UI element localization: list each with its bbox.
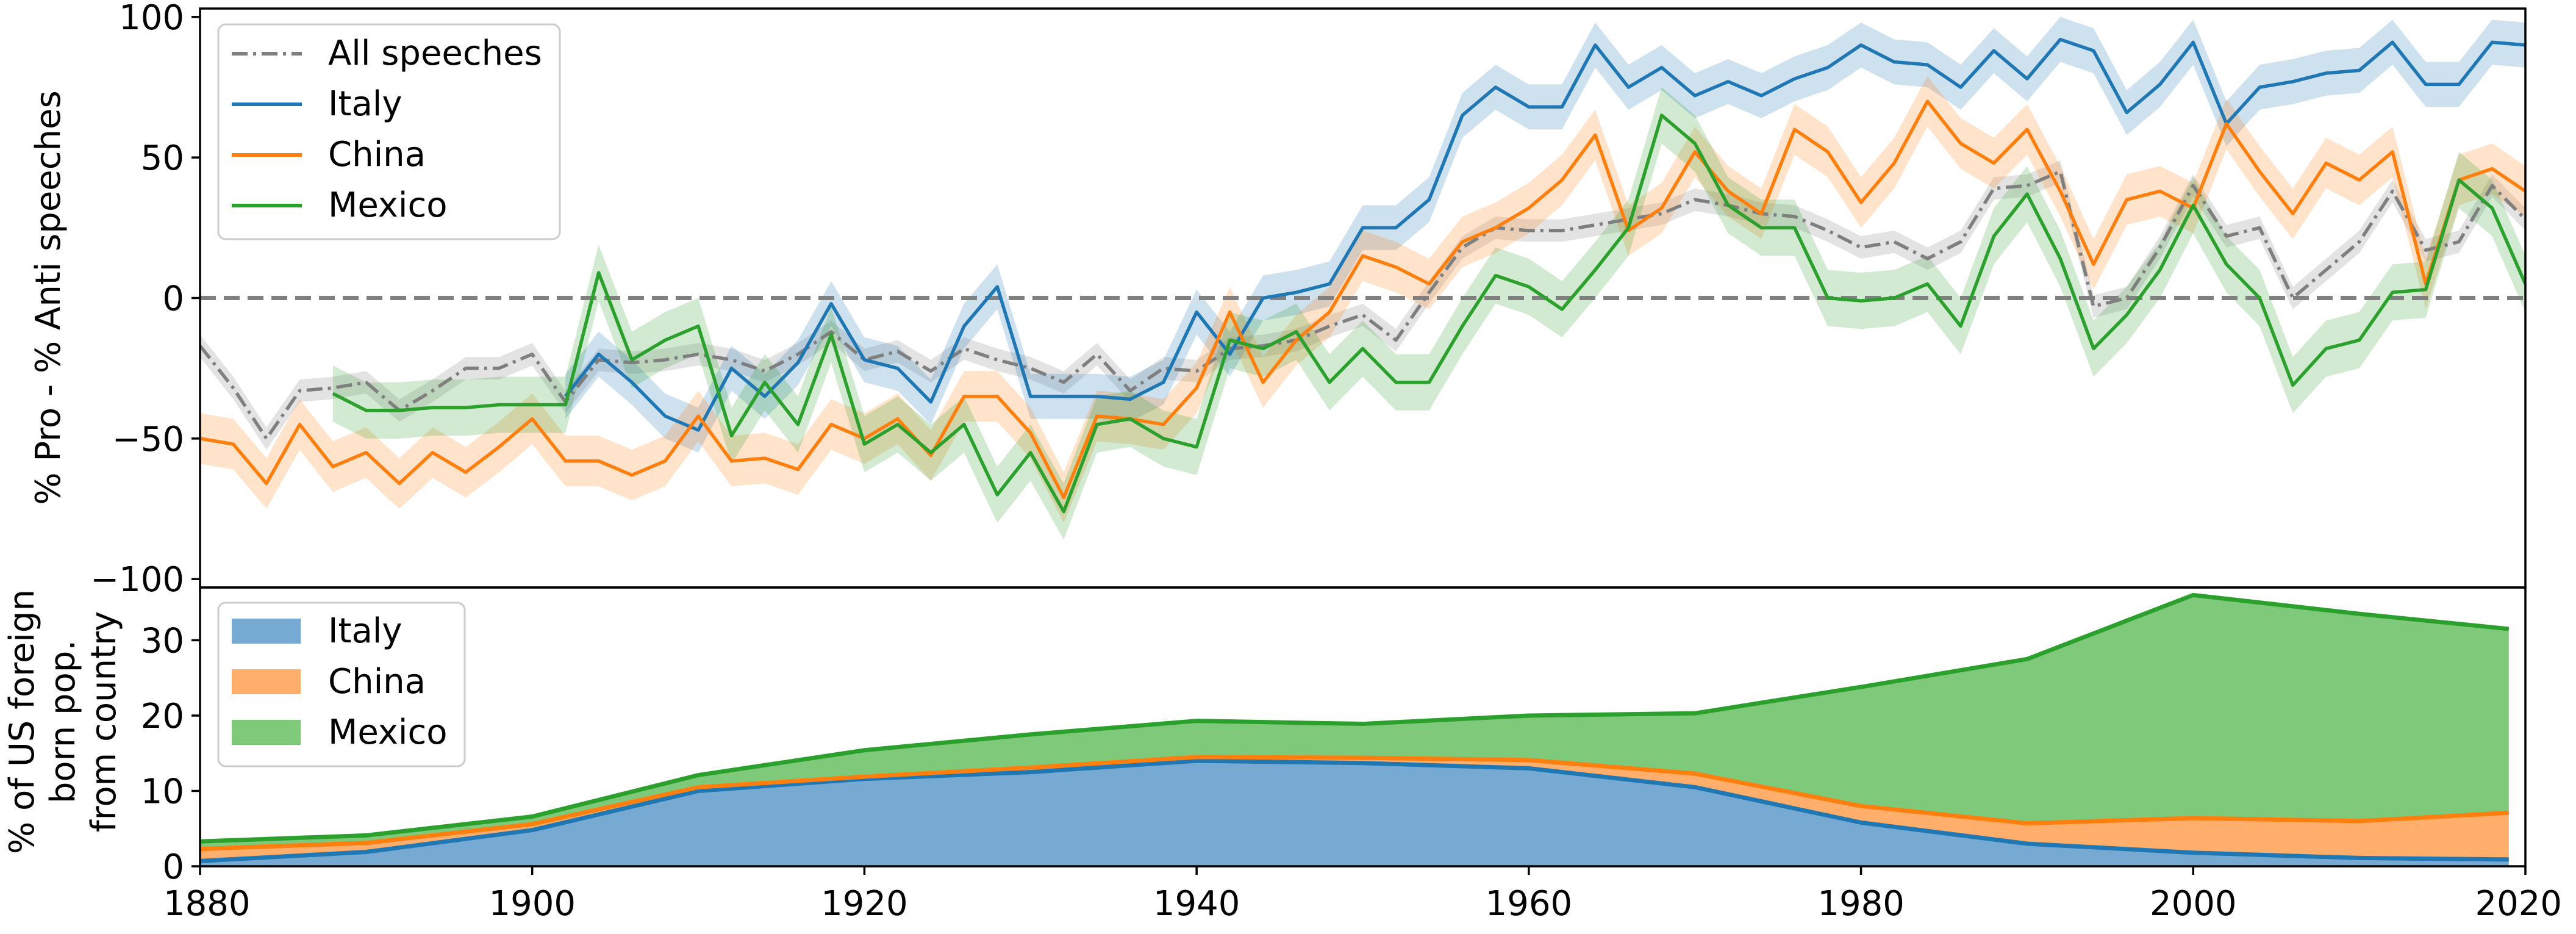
- x-tick-label: 1880: [163, 884, 251, 924]
- legend-item-italy-area: Italy: [232, 611, 402, 651]
- line-mexico: [332, 113, 2525, 514]
- band-all-speeches: [200, 160, 2525, 450]
- series-lines: [200, 37, 2525, 514]
- legend-item-italy: Italy: [232, 84, 402, 124]
- x-tick-label: 1960: [1486, 884, 1573, 924]
- line-china: [200, 99, 2525, 500]
- stacked-areas: [200, 592, 2510, 866]
- top-chart: −100 −50 0 50 100 % Pro - % Anti speeches Al…: [29, 0, 2527, 600]
- y-tick-label: 100: [119, 0, 184, 38]
- area-edge-italy: [200, 758, 2509, 863]
- legend-swatch-mexico: [232, 720, 301, 745]
- legend-item-china: China: [232, 135, 426, 174]
- bottom-y-axis-label: % of US foreign born pop. from country: [2, 589, 124, 854]
- y-tick-label: 20: [141, 697, 184, 736]
- bottom-y-ticks: 0 10 20 30: [141, 621, 200, 887]
- x-tick-label: 1940: [1153, 884, 1240, 924]
- legend-item-mexico: Mexico: [232, 185, 448, 225]
- legend-item-all-speeches: All speeches: [232, 34, 542, 73]
- top-y-ticks: −100 −50 0 50 100: [90, 0, 200, 600]
- bottom-y-label-line-2: born pop.: [43, 640, 83, 803]
- area-edge-mexico: [200, 592, 2510, 844]
- y-tick-label: −100: [90, 560, 184, 600]
- top-legend: All speeches Italy China Mexico: [217, 23, 561, 240]
- bottom-legend: Italy China Mexico: [217, 602, 466, 767]
- legend-label-italy-area: Italy: [328, 611, 402, 651]
- x-tick-label: 2000: [2150, 884, 2237, 924]
- y-tick-label: 0: [162, 847, 184, 887]
- top-y-axis-label: % Pro - % Anti speeches: [29, 90, 68, 505]
- confidence-bands: [200, 16, 2525, 540]
- line-all-speeches: [200, 170, 2525, 440]
- legend-label-mexico-area: Mexico: [328, 713, 448, 752]
- y-tick-label: 30: [141, 621, 184, 661]
- legend-label-all-speeches: All speeches: [328, 34, 542, 73]
- legend-label-china-area: China: [328, 662, 426, 702]
- x-tick-label: 1980: [1817, 884, 1905, 924]
- legend-item-china-area: China: [232, 662, 426, 702]
- area-mexico: [200, 595, 2509, 849]
- band-italy: [565, 16, 2525, 453]
- legend-label-italy: Italy: [328, 84, 402, 124]
- y-tick-label: 10: [141, 772, 184, 811]
- y-tick-label: −50: [112, 420, 184, 459]
- y-tick-label: 0: [162, 279, 184, 319]
- y-tick-label: 50: [141, 138, 184, 178]
- x-tick-label: 2020: [2475, 884, 2562, 924]
- bottom-y-label-line-3: from country: [84, 611, 124, 832]
- legend-label-china: China: [328, 135, 426, 174]
- legend-item-mexico-area: Mexico: [232, 713, 448, 752]
- x-tick-label: 1900: [488, 884, 576, 924]
- legend-swatch-italy: [232, 619, 301, 644]
- bottom-axes-frame: [199, 586, 2527, 868]
- line-italy: [564, 37, 2525, 432]
- legend-label-mexico: Mexico: [328, 185, 448, 225]
- bottom-chart: 0 10 20 30 1880 1900 1920 1940 1960 1980 2000 2020…: [2, 586, 2562, 924]
- x-tick-label: 1920: [821, 884, 908, 924]
- band-mexico: [332, 87, 2525, 540]
- area-edge-china: [200, 755, 2509, 852]
- bottom-y-label-line-1: % of US foreign: [2, 589, 42, 854]
- x-ticks: 1880 1900 1920 1940 1960 1980 2000 2020: [163, 866, 2562, 924]
- legend-swatch-china: [232, 669, 301, 694]
